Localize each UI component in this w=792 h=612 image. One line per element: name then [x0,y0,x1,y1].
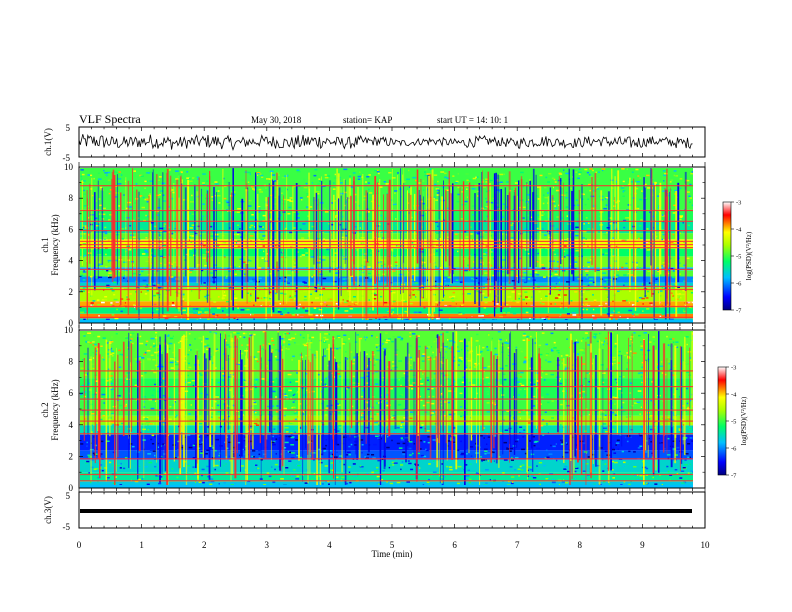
ch1-spec-ytick-8: 8 [69,193,74,203]
ch1-colorbar-tick--3: -3 [736,200,741,207]
ch1-colorbar: -3 -4 -5 -6 -7 log(PSD)(V²/Hz) [722,200,753,315]
ch2-colorbar-tick--7: -7 [731,473,737,480]
x-axis-label: Time (min) [372,549,413,559]
x-tick-label-4: 4 [327,540,332,550]
ch1-colorbar-tick--7: -7 [736,308,742,315]
x-tick-label-0: 0 [77,540,82,550]
ch2-colorbar: -3 -4 -5 -6 -7 log(PSD)(V²/Hz) [717,365,748,480]
ch1-spec-ytick-10: 10 [64,162,74,172]
x-axis-tick-labels: 0 1 2 3 4 5 6 7 8 9 10 [77,540,710,550]
ch1-spec-ylabel: ch.1 [40,237,50,252]
ch1-ytick-bottom: -5 [63,153,71,163]
x-tick-label-9: 9 [640,540,645,550]
ch1-ylabel: ch.1(V) [43,128,53,156]
ch1-spectrogram-image [80,168,693,323]
ch2-spec-ytick-6: 6 [69,388,74,398]
ch2-spec-ytick-2: 2 [69,451,74,461]
ch2-spec-ytick-0: 0 [69,483,74,493]
ch2-spec-ylabel: ch.2 [40,402,50,417]
ch1-colorbar-tick--4: -4 [736,227,742,234]
ch1-x-ticks [78,127,706,157]
ch3-waveform-panel: 5 -5 ch.3(V) [43,491,706,532]
ch1-spec-ytick-4: 4 [69,256,74,266]
ch1-spec-ytick-0: 0 [69,318,74,328]
ch1-ytick-top: 5 [66,123,71,133]
ch2-colorbar-tick--3: -3 [731,365,736,372]
header-station: station= KAP [343,115,392,125]
ch2-spec-ylabel-frequency: Frequency (kHz) [50,379,60,440]
ch2-colorbar-tick--6: -6 [731,446,737,453]
x-tick-label-5: 5 [390,540,395,550]
x-tick-label-10: 10 [701,540,711,550]
ch1-colorbar-tick--5: -5 [736,254,741,261]
ch1-spec-ylabel-frequency: Frequency (kHz) [50,214,60,275]
figure-title: VLF Spectra [79,112,141,126]
ch1-colorbar-label: log(PSD)(V²/Hz) [745,231,753,280]
ch2-spectrogram-image [80,331,693,488]
ch2-spec-ytick-4: 4 [69,420,74,430]
x-tick-label-7: 7 [515,540,520,550]
header-date: May 30, 2018 [251,115,302,125]
ch1-spec-ytick-2: 2 [69,287,74,297]
x-tick-label-3: 3 [265,540,270,550]
ch3-ylabel: ch.3(V) [43,496,53,524]
ch3-ytick-bottom: -5 [63,522,71,532]
ch2-spec-ytick-8: 8 [69,357,74,367]
ch1-spectrogram-panel: 0 2 4 6 8 10 ch.1 Frequency (kHz) [40,162,706,328]
ch1-spec-ytick-6: 6 [69,224,74,234]
ch2-spec-ytick-10: 10 [64,325,74,335]
header-start-time: start UT = 14: 10: 1 [437,115,508,125]
ch2-colorbar-tick--4: -4 [731,392,737,399]
ch2-colorbar-tick--5: -5 [731,419,736,426]
x-tick-label-8: 8 [578,540,583,550]
ch3-ytick-top: 5 [66,491,71,501]
ch1-waveform-panel: 5 -5 ch.1(V) [43,123,706,163]
ch2-spectrogram-panel: 0 2 4 6 8 10 ch.2 Frequency (kHz) [40,325,706,493]
ch3-x-ticks [78,492,706,528]
ch1-colorbar-tick--6: -6 [736,281,742,288]
ch2-spectrogram-axes: 0 2 4 6 8 10 [64,325,706,493]
x-tick-label-2: 2 [202,540,207,550]
ch2-colorbar-label: log(PSD)(V²/Hz) [740,396,748,445]
ch1-trace [78,134,693,151]
x-tick-label-1: 1 [139,540,144,550]
x-tick-label-6: 6 [452,540,457,550]
